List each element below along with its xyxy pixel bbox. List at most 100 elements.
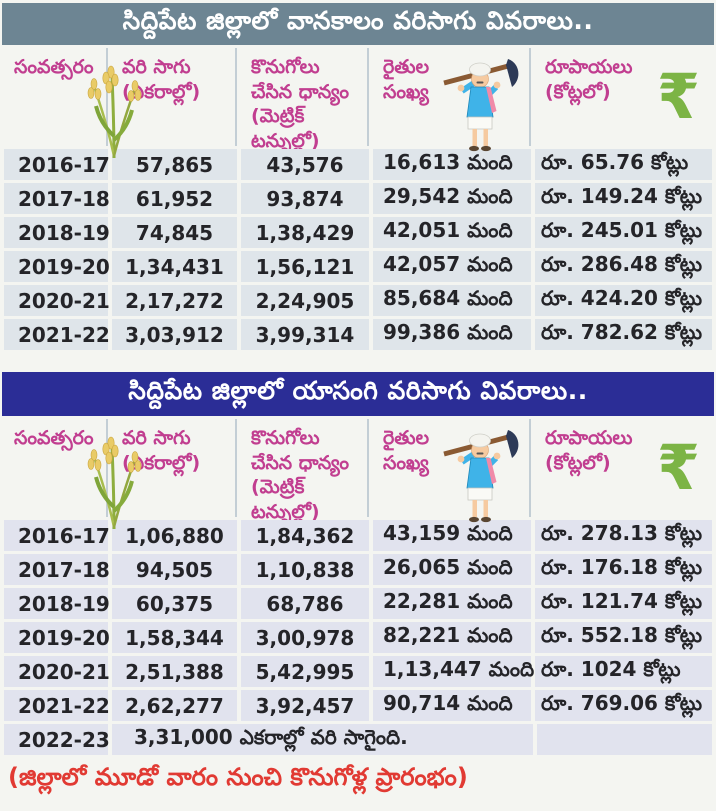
cell-year: 2019-20 [4,622,110,653]
cell-grain: 93,874 [241,183,369,214]
table-row: 2018-19 60,375 68,786 22,281 మంది రూ. 12… [4,588,712,619]
cell-year: 2017-18 [4,183,110,214]
cell-amount: రూ. 149.24 కోట్లు [535,183,712,214]
cell-area: 57,865 [112,149,237,180]
table-row: 2021-22 2,62,277 3,92,457 90,714 మంది రూ… [4,690,712,721]
col-amount-header: రూపాయలు (కోట్లలో) ₹ [535,419,712,517]
rabi-title-bar: సిద్దిపేట జిల్లాలో యాసంగి వరిసాగు వివరాల… [2,372,714,416]
cell-amount: రూ. 176.18 కోట్లు [535,554,712,585]
table-row: 2020-21 2,17,272 2,24,905 85,684 మంది రూ… [4,285,712,316]
cell-farmers: 99,386 మంది [373,319,531,350]
rupee-icon: ₹ [656,60,700,133]
cell-farmers: 16,613 మంది [373,149,531,180]
cell-area: 3,03,912 [112,319,237,350]
cell-farmers: 1,13,447 మంది [373,656,534,687]
cell-amount: రూ. 286.48 కోట్లు [535,251,712,282]
cell-area: 74,845 [112,217,237,248]
cell-note: 3,31,000 ఎకరాల్లో వరి సాగైంది. [112,724,533,755]
cell-grain: 1,56,121 [241,251,369,282]
cell-empty [537,724,712,755]
cell-area: 2,62,277 [112,690,237,721]
cell-year: 2020-21 [4,656,110,687]
cell-area: 60,375 [112,588,237,619]
cell-area: 61,952 [112,183,237,214]
kharif-title: సిద్దిపేట జిల్లాలో వానకాలం వరిసాగు వివరా… [122,6,594,35]
cell-amount: రూ. 278.13 కోట్లు [535,520,712,551]
cell-year: 2018-19 [4,588,110,619]
cell-amount: రూ. 1024 కోట్లు [535,656,712,687]
cell-grain: 1,84,362 [241,520,369,551]
cell-grain: 2,24,905 [241,285,369,316]
rupee-icon: ₹ [656,431,700,504]
footer-note: (జిల్లాలో మూడో వారం నుంచి కొనుగోళ్ల ప్రా… [8,763,468,791]
cell-grain: 3,92,457 [241,690,369,721]
cell-amount: రూ. 424.20 కోట్లు [535,285,712,316]
table-row: 2019-20 1,58,344 3,00,978 82,221 మంది రూ… [4,622,712,653]
col-year-header: సంవత్సరం [4,419,108,517]
col-grain-header: కొనుగోలు చేసిన ధాన్యం (మెట్రిక్ టన్నుల్ల… [241,419,369,523]
kharif-title-bar: సిద్దిపేట జిల్లాలో వానకాలం వరిసాగు వివరా… [2,3,714,45]
cell-year: 2016-17 [4,149,110,180]
cell-amount: రూ. 769.06 కోట్లు [535,690,712,721]
col-amount-header: రూపాయలు (కోట్లలో) ₹ [535,48,712,146]
cell-farmers: 29,542 మంది [373,183,531,214]
col-farmers-header: రైతుల సంఖ్య [373,419,531,517]
table-row: 2017-18 94,505 1,10,838 26,065 మంది రూ. … [4,554,712,585]
table-header: సంవత్సరం వరి సాగు (ఎకరాల్లో) కొనుగోలు చే… [4,48,712,152]
cell-year: 2017-18 [4,554,110,585]
cell-amount: రూ. 552.18 కోట్లు [535,622,712,653]
cell-amount: రూ. 65.76 కోట్లు [535,149,712,180]
cell-grain: 68,786 [241,588,369,619]
cell-amount: రూ. 245.01 కోట్లు [535,217,712,248]
cell-year: 2021-22 [4,319,110,350]
col-area-header: వరి సాగు (ఎకరాల్లో) [112,48,237,146]
cell-grain: 1,10,838 [241,554,369,585]
farmer-icon [443,59,519,152]
cell-grain: 3,99,314 [241,319,369,350]
cell-area: 94,505 [112,554,237,585]
cell-farmers: 22,281 మంది [373,588,531,619]
cell-area: 2,17,272 [112,285,237,316]
cell-farmers: 42,051 మంది [373,217,531,248]
cell-year: 2019-20 [4,251,110,282]
rice-plant-icon [87,65,142,159]
cell-farmers: 82,221 మంది [373,622,531,653]
table-row: 2021-22 3,03,912 3,99,314 99,386 మంది రూ… [4,319,712,350]
table-row: 2018-19 74,845 1,38,429 42,051 మంది రూ. … [4,217,712,248]
table-row: 2016-17 1,06,880 1,84,362 43,159 మంది రూ… [4,520,712,551]
rabi-table: సంవత్సరం వరి సాగు (ఎకరాల్లో) కొనుగోలు చే… [0,419,716,755]
extra-row-2022-23: 2022-23 3,31,000 ఎకరాల్లో వరి సాగైంది. [4,724,712,755]
col-grain-header: కొనుగోలు చేసిన ధాన్యం (మెట్రిక్ టన్నుల్ల… [241,48,369,152]
cell-grain: 43,576 [241,149,369,180]
cell-year: 2016-17 [4,520,110,551]
table-row: 2019-20 1,34,431 1,56,121 42,057 మంది రూ… [4,251,712,282]
cell-farmers: 90,714 మంది [373,690,531,721]
cell-area: 2,51,388 [112,656,237,687]
cell-grain: 3,00,978 [241,622,369,653]
cell-grain: 5,42,995 [241,656,369,687]
cell-amount: రూ. 121.74 కోట్లు [535,588,712,619]
cell-farmers: 85,684 మంది [373,285,531,316]
cell-year: 2020-21 [4,285,110,316]
col-farmers-header: రైతుల సంఖ్య [373,48,531,146]
cell-farmers: 42,057 మంది [373,251,531,282]
farmer-icon [443,430,519,523]
cell-amount: రూ. 782.62 కోట్లు [535,319,712,350]
page: సిద్దిపేట జిల్లాలో వానకాలం వరిసాగు వివరా… [0,3,716,811]
cell-year: 2018-19 [4,217,110,248]
cell-area: 1,06,880 [112,520,237,551]
cell-year: 2021-22 [4,690,110,721]
table-row: 2016-17 57,865 43,576 16,613 మంది రూ. 65… [4,149,712,180]
col-area-header: వరి సాగు (ఎకరాల్లో) [112,419,237,517]
cell-farmers: 43,159 మంది [373,520,531,551]
table-header: సంవత్సరం వరి సాగు (ఎకరాల్లో) కొనుగోలు చే… [4,419,712,523]
cell-grain: 1,38,429 [241,217,369,248]
table-row: 2020-21 2,51,388 5,42,995 1,13,447 మంది … [4,656,712,687]
rabi-title: సిద్దిపేట జిల్లాలో యాసంగి వరిసాగు వివరాల… [128,376,588,405]
rice-plant-icon [87,436,142,530]
cell-area: 1,34,431 [112,251,237,282]
cell-farmers: 26,065 మంది [373,554,531,585]
table-row: 2017-18 61,952 93,874 29,542 మంది రూ. 14… [4,183,712,214]
cell-area: 1,58,344 [112,622,237,653]
cell-year: 2022-23 [4,724,110,755]
